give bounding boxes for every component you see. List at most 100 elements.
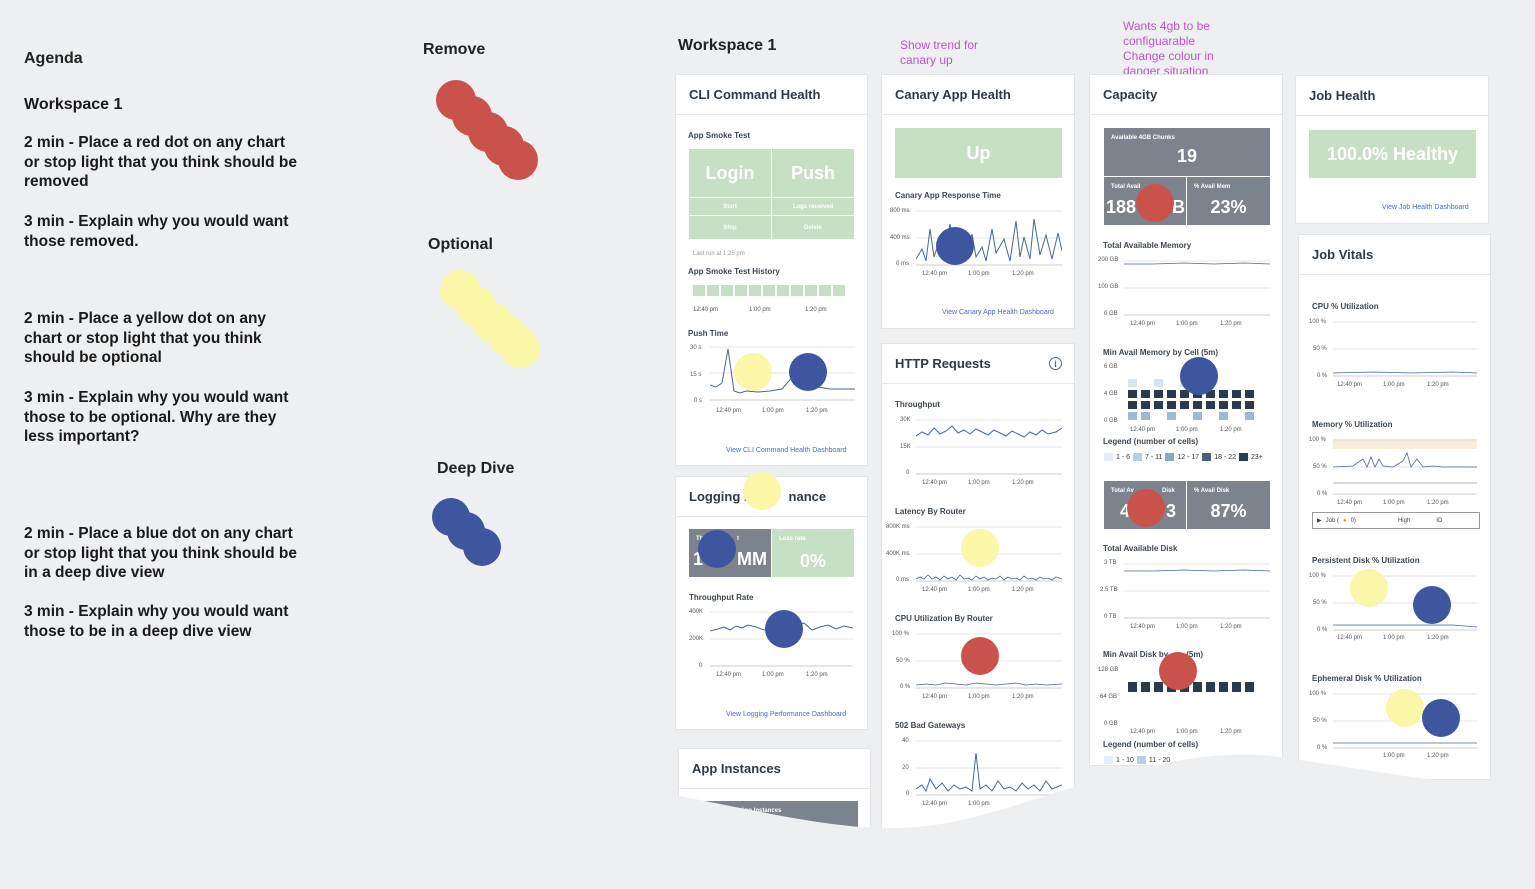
- cli-dashboard-link[interactable]: View CLI Command Health Dashboard: [726, 447, 847, 454]
- x-tick: 12:40 pm: [922, 801, 948, 807]
- x-tick: 1:20 pm: [1220, 427, 1242, 433]
- blue-dot[interactable]: [936, 227, 974, 265]
- blue-dot[interactable]: [698, 530, 736, 568]
- y-tick: 50 %: [896, 658, 910, 664]
- min-avail-disk-label: Min Avail Disk by (5m): [1103, 650, 1204, 659]
- push-status[interactable]: Push: [772, 149, 854, 197]
- loss-rate-tile[interactable]: Loss rate 0%: [772, 529, 854, 577]
- y-tick: 128 GB: [1098, 667, 1119, 673]
- red-dot[interactable]: [1159, 652, 1197, 690]
- y-tick: 0: [906, 470, 910, 476]
- yellow-dot[interactable]: [500, 328, 540, 368]
- x-tick: 12:40 pm: [1337, 635, 1363, 641]
- throughput-chart[interactable]: [916, 418, 1062, 476]
- disk-legend: 1 - 10 11 - 20: [1104, 756, 1170, 764]
- cpu-router-chart[interactable]: [916, 632, 1062, 690]
- cpu-utilization-label: CPU % Utilization: [1312, 302, 1379, 311]
- job-health-status[interactable]: 100.0% Healthy: [1309, 130, 1476, 178]
- panel-title: CLI Command Health: [676, 75, 867, 115]
- panel-title: Job Health: [1296, 76, 1488, 116]
- login-status[interactable]: Login: [689, 149, 771, 197]
- canary-status[interactable]: Up: [895, 128, 1062, 178]
- x-tick: 1:00 pm: [762, 408, 784, 414]
- y-tick: 0 %: [900, 684, 911, 690]
- logging-dashboard-link[interactable]: View Logging Performance Dashboard: [726, 711, 847, 718]
- job-dashboard-link[interactable]: View Job Health Dashboard: [1382, 204, 1469, 211]
- stop-status[interactable]: Stop: [689, 216, 771, 239]
- yellow-dot[interactable]: [961, 529, 999, 567]
- panel-title: Job Vitals: [1299, 235, 1490, 275]
- y-tick: 100 %: [1309, 319, 1327, 325]
- x-tick: 1:00 pm: [968, 587, 990, 593]
- y-tick: 0 %: [1317, 745, 1328, 751]
- x-tick: 1:20 pm: [1220, 729, 1242, 735]
- blue-dot[interactable]: [1180, 357, 1218, 395]
- x-tick: 12:40 pm: [693, 307, 719, 313]
- x-tick: 1:20 pm: [1427, 635, 1449, 641]
- blue-dot[interactable]: [765, 610, 803, 648]
- agenda-step-6: 3 min - Explain why you would want those…: [24, 603, 289, 640]
- push-time-chart[interactable]: [710, 345, 855, 403]
- job-legend-box[interactable]: ▶ Job (● 0) High ID: [1312, 512, 1480, 529]
- x-tick: 1:20 pm: [806, 672, 828, 678]
- x-tick: 12:40 pm: [922, 694, 948, 700]
- pct-avail-memory-tile[interactable]: % Avail Mem 23%: [1187, 177, 1270, 225]
- agenda-step-1: 2 min - Place a red dot on any chart or …: [24, 134, 297, 190]
- cpu-router-label: CPU Utilization By Router: [895, 614, 993, 623]
- bad-gateways-chart[interactable]: [916, 739, 1062, 797]
- yellow-dot[interactable]: [1350, 569, 1388, 607]
- blue-dot[interactable]: [1413, 586, 1451, 624]
- push-time-label: Push Time: [688, 329, 729, 338]
- x-tick: 12:40 pm: [716, 408, 742, 414]
- yellow-dot[interactable]: [734, 353, 772, 391]
- x-tick: 1:00 pm: [762, 672, 784, 678]
- y-tick: 0 %: [1317, 627, 1328, 633]
- canary-dashboard-link[interactable]: View Canary App Health Dashboard: [942, 309, 1054, 316]
- yellow-dot[interactable]: [743, 472, 781, 510]
- panel-title: Canary App Health: [882, 75, 1074, 115]
- panel-title: Capacity: [1090, 75, 1282, 115]
- blue-dot[interactable]: [789, 353, 827, 391]
- pct-avail-disk-tile[interactable]: % Avail Disk 87%: [1187, 481, 1270, 529]
- cpu-utilization-chart[interactable]: [1333, 321, 1477, 377]
- bad-gateways-label: 502 Bad Gateways: [895, 721, 966, 730]
- x-tick: 12:40 pm: [1130, 624, 1156, 630]
- yellow-dot[interactable]: [1386, 689, 1424, 727]
- red-dot[interactable]: [498, 140, 538, 180]
- delete-status[interactable]: Delete: [772, 216, 854, 239]
- canary-app-health-panel: Canary App Health Up Canary App Response…: [881, 74, 1075, 329]
- x-tick: 1:20 pm: [1427, 753, 1449, 759]
- play-icon[interactable]: ▶: [1317, 518, 1322, 524]
- logs-received-status[interactable]: Logs received: [772, 198, 854, 215]
- memory-utilization-label: Memory % Utilization: [1312, 420, 1393, 429]
- y-tick: 100 %: [1309, 691, 1327, 697]
- y-tick: 0 %: [1317, 491, 1328, 497]
- y-tick: 0: [906, 791, 910, 797]
- start-status[interactable]: Start: [689, 198, 771, 215]
- x-tick: 12:40 pm: [922, 271, 948, 277]
- red-dot[interactable]: [1136, 184, 1174, 222]
- persistent-disk-label: Persistent Disk % Utilization: [1312, 556, 1420, 565]
- x-tick: 12:40 pm: [1337, 382, 1363, 388]
- torn-edge-overlay: [0, 754, 1535, 889]
- y-tick: 50 %: [1313, 600, 1327, 606]
- info-icon[interactable]: i: [1049, 357, 1062, 370]
- ephemeral-disk-label: Ephemeral Disk % Utilization: [1312, 674, 1422, 683]
- memory-utilization-chart[interactable]: [1333, 439, 1477, 495]
- total-avail-memory-chart[interactable]: [1124, 259, 1270, 317]
- blue-dot[interactable]: [1422, 699, 1460, 737]
- canary-annotation: Show trend for canary up: [900, 38, 979, 67]
- min-avail-disk-heatmap[interactable]: [1128, 681, 1260, 695]
- y-tick: 50 %: [1313, 346, 1327, 352]
- red-dot[interactable]: [1127, 489, 1165, 527]
- blue-dot[interactable]: [463, 528, 501, 566]
- workspace-title: Workspace 1: [678, 37, 777, 54]
- throughput-label: Throughput: [895, 400, 940, 409]
- total-avail-disk-chart[interactable]: [1124, 562, 1270, 620]
- y-tick: 200 GB: [1098, 257, 1119, 263]
- available-chunks-tile[interactable]: Available 4GB Chunks 19: [1104, 128, 1270, 176]
- red-dot[interactable]: [961, 637, 999, 675]
- y-tick: 0 GB: [1104, 721, 1118, 727]
- y-tick: 50 %: [1313, 464, 1327, 470]
